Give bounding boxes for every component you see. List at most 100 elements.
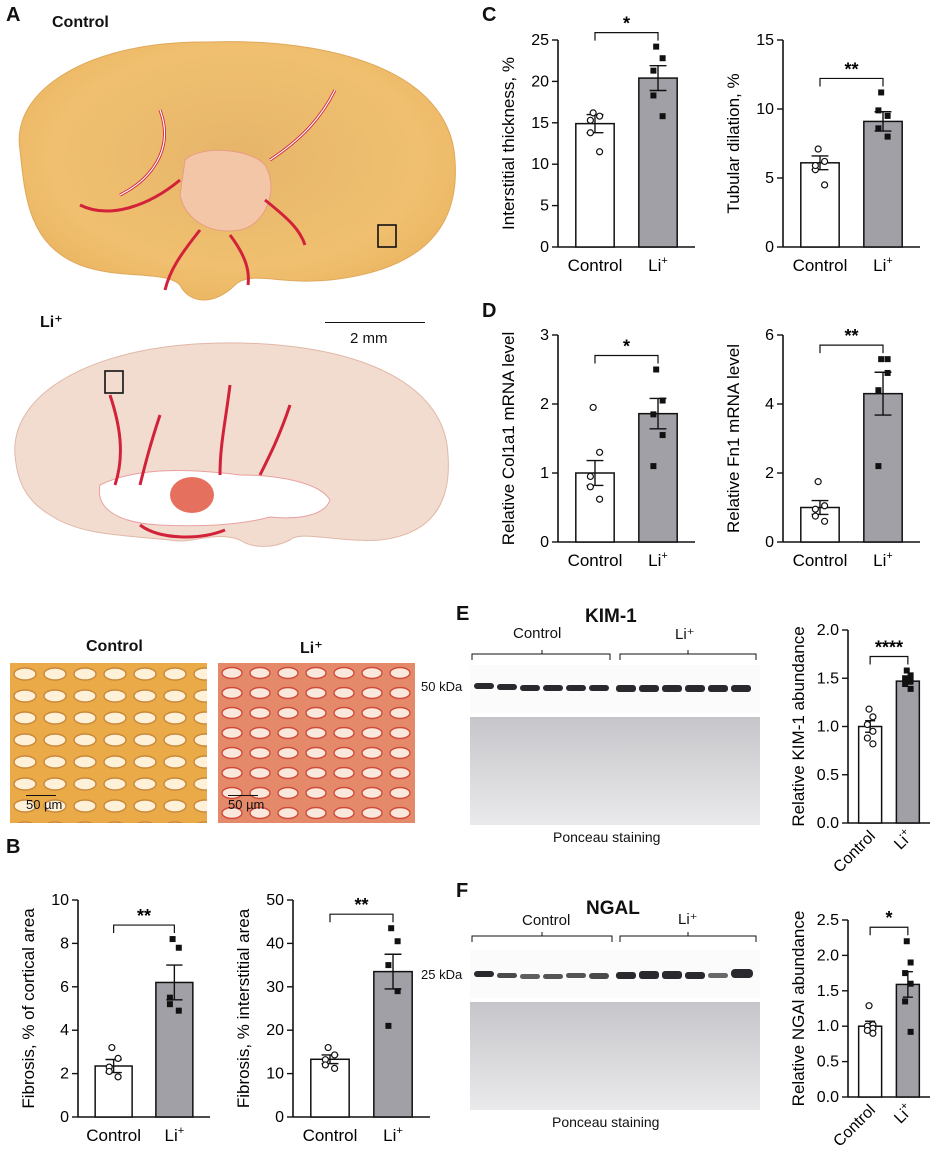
scale-bar-label: 2 mm xyxy=(350,330,388,347)
y-tick-label: 0.0 xyxy=(817,1089,839,1106)
data-point-control xyxy=(863,720,871,729)
x-tick-label: Control xyxy=(568,256,623,275)
data-point-li xyxy=(902,970,909,977)
data-point-li xyxy=(875,125,882,132)
x-tick-label: Li+ xyxy=(873,550,893,570)
significance-label: * xyxy=(623,14,630,34)
data-point-control xyxy=(105,1067,113,1076)
data-point-li xyxy=(907,685,914,692)
data-point-li xyxy=(385,962,392,969)
data-point-li xyxy=(659,397,666,404)
y-tick-label: 1.5 xyxy=(817,670,839,687)
micro-label-li: Li⁺ xyxy=(300,640,323,657)
x-tick-label-superscript: + xyxy=(886,255,892,267)
y-tick-label: 5 xyxy=(540,198,549,215)
y-axis-label: Relative NGAl abundance xyxy=(789,911,808,1107)
y-tick-label: 0 xyxy=(60,1109,69,1126)
data-point-li xyxy=(907,678,914,685)
blot-group-control-f: Control xyxy=(522,912,571,929)
significance-bracket xyxy=(869,926,909,936)
data-point-control xyxy=(586,483,594,491)
data-point-li xyxy=(878,356,885,363)
y-tick-label: 0 xyxy=(765,534,774,551)
data-point-li xyxy=(175,1007,182,1014)
data-point-li xyxy=(659,113,666,120)
bar-li xyxy=(863,392,903,543)
blot-group-control-e: Control xyxy=(513,625,562,642)
data-point-li xyxy=(884,369,891,376)
blot-brackets-e xyxy=(471,650,757,660)
y-axis-label: Relative Col1a1 mRNA level xyxy=(499,332,518,546)
micro-scale-label-control: 50 µm xyxy=(26,797,63,812)
bar-control xyxy=(94,1065,133,1118)
micro-scale-label-li: 50 µm xyxy=(228,797,265,812)
chart-ngal-abundance: 0.0 0.5 1.0 1.5 2.0 2.5 Relative NGAl abundanc… xyxy=(789,908,930,1150)
data-point-control xyxy=(586,129,594,137)
y-tick-label: 40 xyxy=(266,935,284,952)
bar-li xyxy=(638,412,678,543)
data-point-li xyxy=(875,387,882,394)
data-point-li xyxy=(659,432,666,439)
micrograph-li xyxy=(218,663,415,823)
y-tick-label: 2 xyxy=(60,1066,69,1083)
x-tick-label: Control xyxy=(303,1126,358,1145)
bar-li xyxy=(863,120,903,248)
data-point-control xyxy=(820,157,829,166)
y-tick-label: 0.5 xyxy=(817,1054,839,1071)
data-point-li xyxy=(175,944,182,951)
y-tick-label: 2.0 xyxy=(817,622,839,639)
data-point-control xyxy=(869,713,877,721)
blot-image-ngal xyxy=(470,950,760,1110)
data-point-control xyxy=(863,1026,871,1035)
x-tick-label: Control xyxy=(830,828,878,876)
data-point-li xyxy=(169,936,176,943)
significance-bracket xyxy=(869,655,909,665)
data-point-control xyxy=(814,145,822,153)
significance-label: * xyxy=(623,337,630,357)
data-point-control xyxy=(865,705,873,713)
x-tick-label-superscript: + xyxy=(178,1125,184,1137)
kidney-section-li xyxy=(14,342,449,547)
blot-marker-f: 25 kDa xyxy=(421,967,463,982)
data-point-li xyxy=(907,959,914,966)
scale-bar-line xyxy=(325,322,425,323)
bar-control xyxy=(857,725,883,824)
significance-bracket xyxy=(819,77,884,87)
y-tick-label: 2.0 xyxy=(817,947,839,964)
data-point-control xyxy=(820,517,829,525)
data-point-li xyxy=(385,1022,392,1029)
x-tick-label-superscript: + xyxy=(396,1125,402,1137)
data-point-control xyxy=(595,112,604,120)
significance-bracket xyxy=(594,32,659,41)
x-tick-label: Control xyxy=(793,551,848,570)
significance-label: ** xyxy=(137,906,151,926)
data-point-control xyxy=(820,181,829,189)
data-point-li xyxy=(650,67,657,74)
data-point-control xyxy=(811,505,819,513)
y-tick-label: 1.0 xyxy=(817,1018,839,1035)
y-tick-label: 15 xyxy=(531,115,549,132)
panel-letter-a: A xyxy=(6,4,21,26)
y-tick-label: 0 xyxy=(540,534,549,551)
data-point-control xyxy=(869,740,877,748)
kidney-label-li: Li⁺ xyxy=(40,314,63,331)
data-point-control xyxy=(586,116,594,124)
data-point-li xyxy=(394,938,401,945)
significance-bracket xyxy=(113,924,175,934)
x-tick-label-superscript: + xyxy=(661,550,667,562)
x-tick-label: Li+ xyxy=(889,1100,916,1127)
y-tick-label: 1.5 xyxy=(817,983,839,1000)
chart-fibrosis-cortical: 0 2 4 6 8 10 Fibrosis, % of cortical area Contr… xyxy=(19,892,210,1145)
stain-caption-f: Ponceau staining xyxy=(552,1114,660,1130)
blot-title-ngal: NGAL xyxy=(586,898,640,919)
x-tick-label-superscript: + xyxy=(898,826,911,839)
y-tick-label: 5 xyxy=(765,170,774,187)
data-point-li xyxy=(659,55,666,62)
x-tick-label: Li+ xyxy=(889,826,916,853)
data-point-control xyxy=(820,502,829,510)
x-tick-label-superscript: + xyxy=(886,550,892,562)
data-point-control xyxy=(814,478,822,486)
y-tick-label: 2 xyxy=(765,465,774,482)
data-point-li xyxy=(902,675,909,682)
data-point-control xyxy=(869,727,877,735)
